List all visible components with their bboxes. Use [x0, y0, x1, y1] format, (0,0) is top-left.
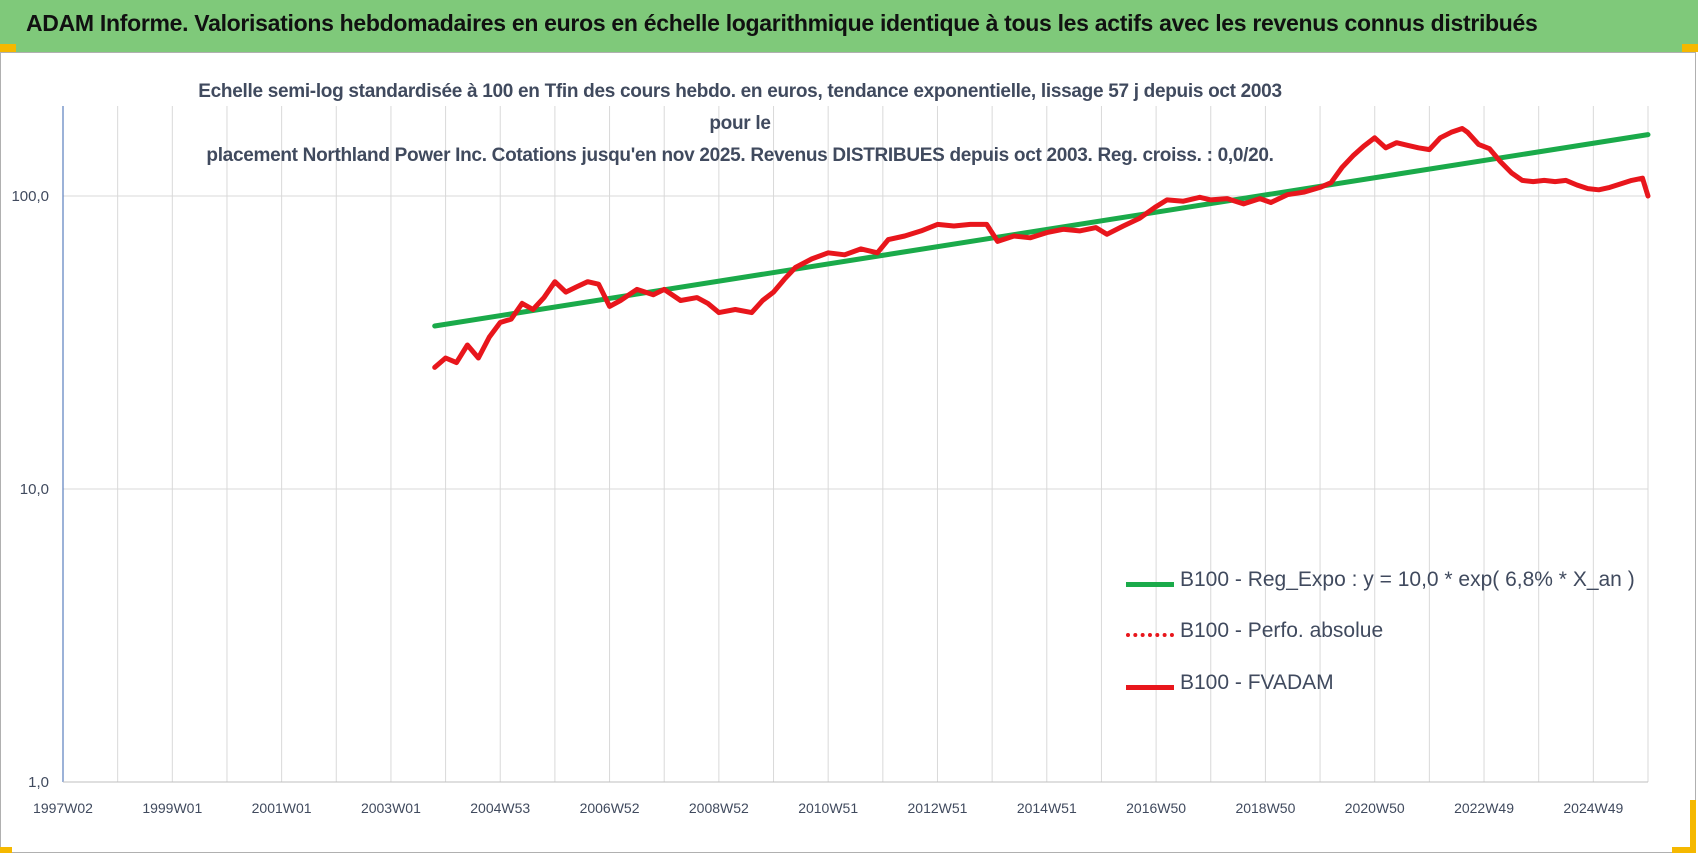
x-tick-label: 2022W49	[1454, 800, 1514, 816]
x-tick-label: 1997W02	[33, 800, 93, 816]
grid-layer	[62, 106, 1649, 783]
corner-marker-top-right	[1682, 44, 1698, 52]
x-tick-label: 2010W51	[798, 800, 858, 816]
legend-label-fvadam: B100 - FVADAM	[1180, 671, 1334, 694]
legend-swatch-fvadam	[1126, 685, 1174, 690]
report-banner-title: ADAM Informe. Valorisations hebdomadaire…	[26, 10, 1538, 36]
corner-marker-top-left	[0, 44, 16, 52]
x-tick-label: 2014W51	[1017, 800, 1077, 816]
x-tick-label: 2008W52	[689, 800, 749, 816]
chart-frame	[0, 52, 1696, 853]
corner-marker-bottom-right-h	[1672, 847, 1696, 853]
chart-title-line-2: placement Northland Power Inc. Cotations…	[206, 145, 1274, 166]
series-layer	[432, 126, 1651, 370]
axis-layer: 1,0 10,0 100,0 1997W02 1999W01 2001W01 2003W01…	[11, 106, 1648, 816]
legend-swatch-reg-expo	[1126, 582, 1174, 587]
series-line-2	[432, 126, 1651, 370]
legend-label-perfo-absolue: B100 - Perfo. absolue	[1180, 619, 1384, 642]
y-tick-label: 10,0	[20, 481, 49, 498]
corner-marker-bottom-left	[0, 847, 12, 853]
report-banner: ADAM Informe. Valorisations hebdomadaire…	[0, 0, 1698, 52]
y-tick-label: 100,0	[11, 188, 49, 205]
legend-label-reg-expo: B100 - Reg_Expo : y = 10,0 * exp( 6,8% *…	[1180, 568, 1635, 591]
corner-marker-bottom-right-v	[1690, 800, 1696, 850]
x-tick-label: 2003W01	[361, 800, 421, 816]
legend-item-reg-expo: B100 - Reg_Expo : y = 10,0 * exp( 6,8% *…	[1124, 566, 1635, 596]
legend-item-fvadam: B100 - FVADAM	[1124, 669, 1624, 699]
x-tick-label: 2024W49	[1563, 800, 1623, 816]
x-tick-label: 2012W51	[908, 800, 968, 816]
y-tick-label: 1,0	[28, 774, 49, 791]
series-line-0	[432, 132, 1651, 329]
x-tick-label: 1999W01	[142, 800, 202, 816]
chart-title-line-1: Echelle semi-log standardisée à 100 en T…	[198, 81, 1282, 134]
x-tick-label: 2004W53	[470, 800, 530, 816]
x-tick-label: 2006W52	[580, 800, 640, 816]
chart-title: Echelle semi-log standardisée à 100 en T…	[190, 76, 1290, 172]
x-tick-label: 2020W50	[1345, 800, 1405, 816]
legend-swatch-perfo-absolue	[1126, 633, 1174, 637]
legend-item-perfo-absolue: B100 - Perfo. absolue	[1124, 617, 1624, 647]
x-tick-label: 2001W01	[252, 800, 312, 816]
x-tick-label: 2016W50	[1126, 800, 1186, 816]
x-tick-label: 2018W50	[1235, 800, 1295, 816]
